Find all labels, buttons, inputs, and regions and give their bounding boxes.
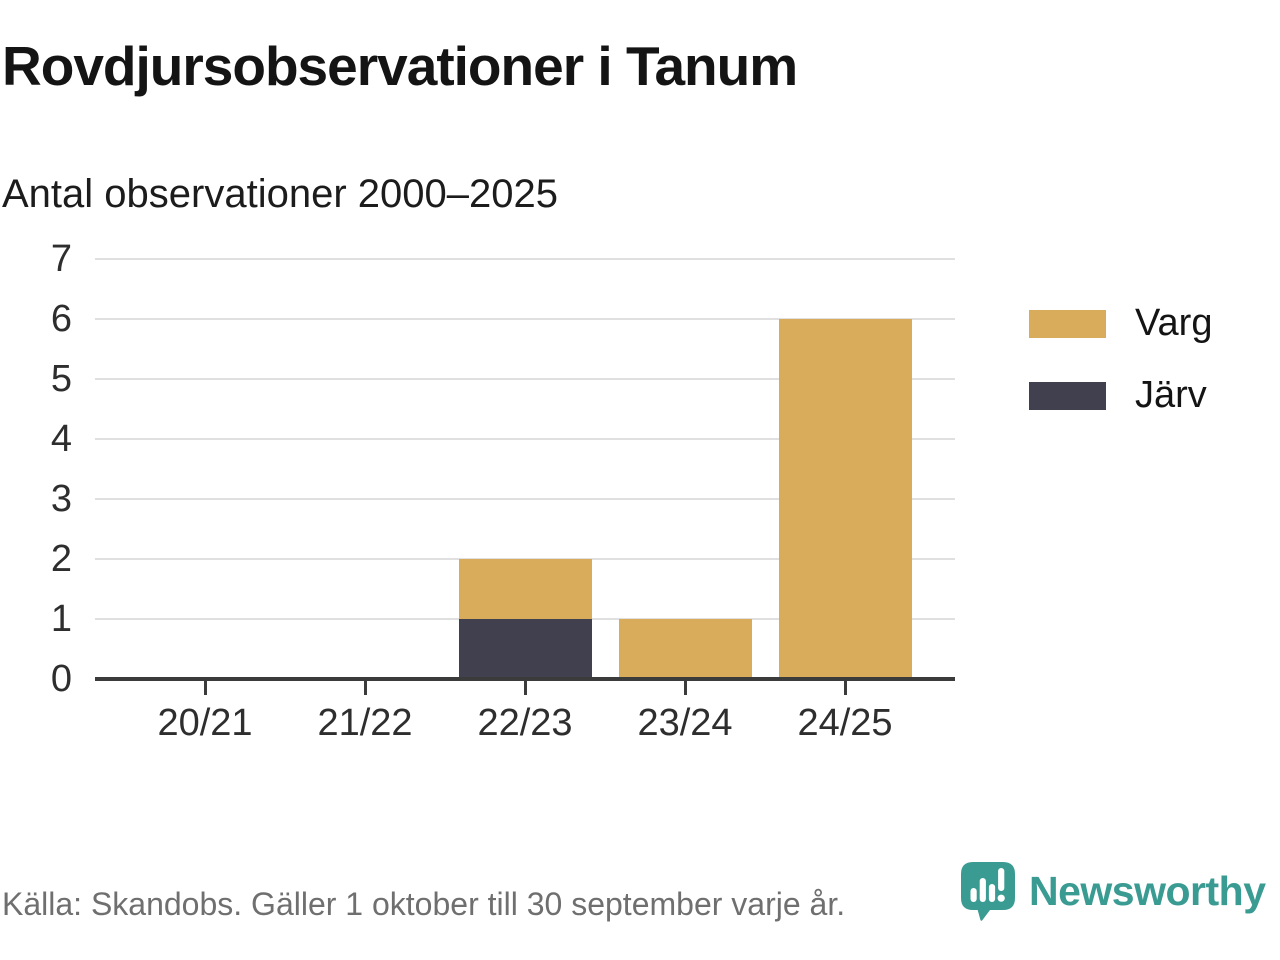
- bar-chart-speech-bubble-icon: [961, 862, 1015, 921]
- chart-title: Rovdjursobservationer i Tanum: [2, 35, 798, 97]
- bar-järv-22-23: [458, 619, 592, 679]
- x-tick-label-24-25: 24/25: [797, 702, 893, 744]
- bar-varg-22-23: [458, 559, 592, 619]
- x-tick-20-21: [203, 681, 207, 695]
- x-tick-label-20-21: 20/21: [157, 702, 253, 744]
- y-axis-labels: 0 1 2 3 4 5 6 7: [0, 238, 72, 700]
- x-tick-24-25: [843, 681, 847, 695]
- y-tick-label-4: 4: [50, 418, 72, 460]
- newsworthy-logo: Newsworthy: [960, 861, 1266, 921]
- legend-swatch-jarv: [1029, 381, 1106, 410]
- y-tick-label-2: 2: [50, 538, 72, 580]
- legend: Varg Järv: [1029, 302, 1212, 446]
- x-tick-label-22-23: 22/23: [477, 702, 573, 744]
- legend-label-varg: Varg: [1135, 302, 1213, 344]
- chart-subtitle: Antal observationer 2000–2025: [2, 172, 558, 216]
- newsworthy-logo-text: Newsworthy: [1029, 867, 1266, 914]
- gridline-y5: [95, 378, 955, 380]
- plot-area: [95, 258, 955, 679]
- x-tick-label-21-22: 21/22: [317, 702, 413, 744]
- legend-swatch-varg: [1029, 309, 1106, 338]
- legend-item-varg: Varg: [1029, 302, 1212, 345]
- bar-varg-24-25: [778, 319, 912, 679]
- legend-item-jarv: Järv: [1029, 374, 1212, 417]
- gridline-y7: [95, 258, 955, 260]
- source-note: Källa: Skandobs. Gäller 1 oktober till 3…: [2, 886, 846, 922]
- legend-label-jarv: Järv: [1135, 374, 1207, 416]
- x-axis-line: [95, 677, 955, 681]
- y-tick-label-6: 6: [50, 298, 72, 340]
- y-tick-label-0: 0: [50, 658, 72, 700]
- y-tick-label-1: 1: [50, 598, 72, 640]
- bar-varg-23-24: [618, 619, 752, 679]
- x-tick-22-23: [523, 681, 527, 695]
- y-tick-label-3: 3: [50, 478, 72, 520]
- x-tick-label-23-24: 23/24: [637, 702, 733, 744]
- x-tick-21-22: [363, 681, 367, 695]
- x-tick-23-24: [683, 681, 687, 695]
- gridline-y3: [95, 498, 955, 500]
- y-tick-label-5: 5: [50, 358, 72, 400]
- y-tick-label-7: 7: [50, 238, 72, 280]
- gridline-y6: [95, 318, 955, 320]
- gridline-y4: [95, 438, 955, 440]
